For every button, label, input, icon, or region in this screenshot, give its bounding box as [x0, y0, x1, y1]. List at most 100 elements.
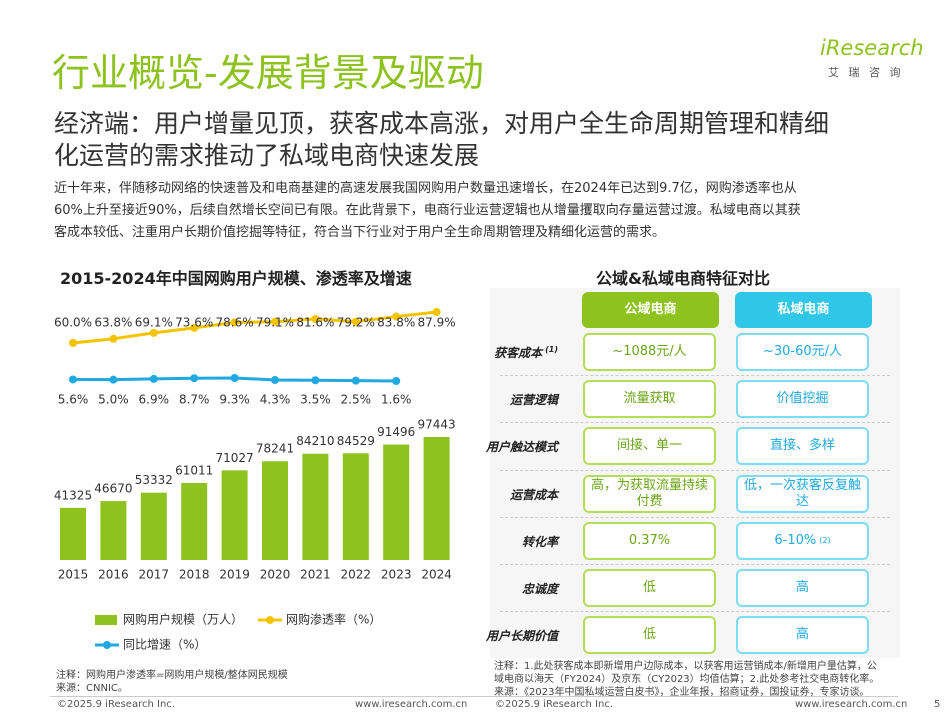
row-label: 忠诚度	[458, 580, 558, 597]
x-tick-label: 2016	[98, 568, 129, 582]
public-cell: 低	[583, 569, 716, 607]
point-label: 87.9%	[418, 316, 456, 330]
row-divider	[500, 469, 890, 471]
legend-swatch	[266, 616, 274, 624]
row-label-text: 获客成本	[494, 346, 543, 360]
footer-copyright: ©2025.9 iResearch Inc.	[57, 699, 175, 710]
legend-label: 网购渗透率（%）	[286, 612, 381, 627]
row-label-text: 忠诚度	[521, 582, 558, 596]
point-label: 1.6%	[381, 393, 412, 407]
row-divider	[500, 375, 890, 377]
point-label: 6.9%	[139, 393, 170, 407]
line-point	[69, 339, 77, 347]
private-cell: 价值挖掘	[736, 380, 869, 419]
row-label: 用户触达模式	[458, 438, 558, 455]
bar	[100, 501, 127, 560]
line-point	[230, 374, 239, 382]
point-label: 5.6%	[58, 393, 89, 407]
x-tick-label: 2017	[139, 568, 170, 582]
bar-label: 53332	[135, 473, 173, 487]
logo: iResearch	[820, 36, 924, 60]
row-divider	[500, 516, 890, 518]
point-label: 8.7%	[179, 393, 210, 407]
footer-rule	[50, 696, 898, 697]
line-point	[149, 374, 158, 383]
row-label-text: 转化率	[521, 534, 558, 549]
bar-label: 46670	[94, 482, 132, 496]
footnote-ref: (2)	[819, 535, 831, 545]
line-point	[230, 318, 239, 327]
bar-label: 84529	[337, 434, 375, 448]
public-cell: ~1088元/人	[583, 333, 716, 371]
point-label: 4.3%	[260, 393, 291, 407]
subtitle: 经济端：用户增量见顶，获客成本高涨，对用户全生命周期管理和精细	[54, 109, 830, 138]
bar	[302, 453, 329, 560]
row-divider	[500, 611, 890, 613]
slide-title: 行业概览-发展背景及驱动	[52, 51, 484, 95]
line-point	[311, 315, 320, 323]
column-header: 私域电商	[735, 292, 872, 328]
footnote: 注释：1.此处获客成本即新增用户边际成本，以获客用运营销成本/新增用户量估算，公	[494, 661, 877, 672]
column-header: 公域电商	[582, 292, 719, 328]
bar-label: 71027	[216, 451, 254, 465]
point-label: 79.2%	[337, 316, 375, 330]
body-text: 近十年来，伴随移动网络的快速普及和电商基建的高速发展我国网购用户数量迅速增长，在…	[54, 181, 797, 196]
bar	[262, 461, 288, 560]
line	[72, 310, 437, 345]
footnote: 域电商以海天（FY2024）及京东（CY2023）均值估算；2.此处参考社交电商…	[494, 674, 880, 685]
bar	[342, 453, 369, 560]
line-point	[69, 375, 77, 384]
x-tick-label: 2015	[58, 568, 89, 582]
row-label-text: 运营逻辑	[509, 393, 558, 408]
chart-title: 2015-2024年中国网购用户规模、渗透率及增速	[60, 269, 412, 288]
body-text: 60%上升至接近90%，后续自然增长空间已有限。在此背景下，电商行业运营逻辑也从…	[54, 203, 801, 218]
line-point	[351, 376, 360, 385]
subtitle: 化运营的需求推动了私域电商快速发展	[54, 141, 480, 170]
x-tick-label: 2021	[300, 568, 331, 582]
row-label: 获客成本 (1)	[458, 344, 558, 361]
line-point	[392, 377, 401, 385]
point-label: 9.3%	[219, 393, 250, 407]
row-label-text: 运营成本	[509, 487, 558, 502]
row-divider	[500, 564, 890, 565]
point-label: 5.0%	[98, 393, 129, 407]
private-cell: 6-10% (2)	[736, 521, 869, 560]
point-label: 60.0%	[54, 316, 92, 330]
comparison-title: 公域&私域电商特征对比	[596, 269, 770, 288]
x-tick-label: 2019	[219, 568, 250, 582]
point-label: 3.5%	[300, 393, 331, 407]
x-tick-label: 2020	[260, 568, 291, 582]
footnote: 来源：《2023年中国私域运营白皮书》，企业年报，招商证券，国投证券，专家访谈。	[494, 687, 870, 698]
point-label: 73.6%	[175, 316, 213, 330]
bar	[221, 470, 248, 560]
row-divider	[500, 422, 890, 424]
chart-note: 注释：网购用户渗透率=网购用户规模/整体网民规模	[56, 670, 288, 681]
row-label-text: 用户触达模式	[485, 440, 558, 455]
bar	[140, 492, 167, 560]
public-cell: 流量获取	[583, 380, 716, 419]
x-tick-label: 2022	[341, 568, 372, 582]
chart: 2015 2016 2017 2018 2019 2020 2021 2022 2023 2024…	[54, 308, 456, 652]
private-cell: 高	[736, 616, 869, 655]
private-cell: 高	[736, 569, 869, 607]
line-point	[271, 317, 279, 326]
bar	[423, 437, 450, 560]
row-label-text: 用户长期价值	[485, 629, 558, 644]
line-point	[392, 312, 401, 321]
line-point	[149, 328, 158, 337]
point-label: 81.6%	[296, 316, 334, 330]
row-label: 转化率	[458, 533, 558, 550]
page-number: 5	[934, 699, 941, 710]
row-label: 运营逻辑	[458, 391, 558, 408]
x-tick-label: 2018	[179, 568, 210, 582]
row-label: 运营成本	[458, 486, 558, 503]
bar	[181, 482, 208, 560]
x-tick-label: 2024	[421, 568, 452, 582]
legend-swatch	[95, 615, 117, 625]
row-label: 用户长期价值	[458, 627, 558, 644]
point-label: 83.8%	[377, 316, 415, 330]
public-cell: 0.37%	[583, 521, 716, 560]
line-point	[432, 308, 441, 316]
private-cell: 低，一次获客反复触达	[736, 474, 869, 513]
